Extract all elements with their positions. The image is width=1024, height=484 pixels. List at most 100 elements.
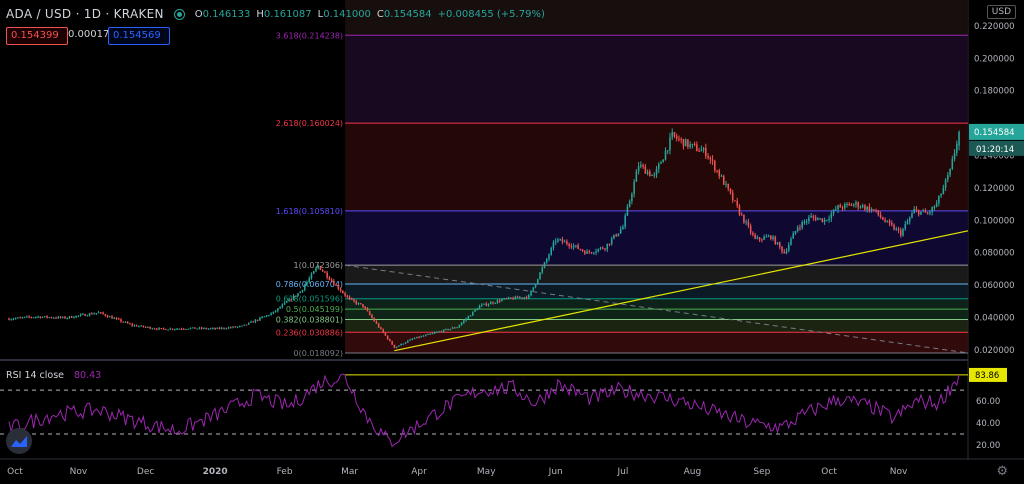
candle	[409, 339, 411, 341]
candle	[37, 316, 39, 318]
candle	[234, 326, 237, 328]
candle	[843, 203, 846, 209]
candle	[610, 238, 613, 245]
candle	[832, 209, 835, 214]
candle	[496, 300, 499, 303]
candle	[837, 205, 839, 210]
candle	[391, 341, 393, 345]
candle	[877, 210, 880, 215]
candle	[268, 315, 270, 317]
candle	[821, 218, 824, 223]
tradingview-logo-icon[interactable]	[6, 428, 32, 454]
candle	[169, 328, 172, 330]
candle	[633, 181, 635, 194]
candle	[200, 327, 203, 329]
candle	[463, 320, 465, 323]
candle	[922, 210, 924, 212]
buy-price-button[interactable]: 0.154569	[108, 27, 170, 45]
candle	[171, 328, 174, 330]
candle	[684, 139, 687, 147]
sell-price-button[interactable]: 0.154399	[6, 27, 68, 45]
candle	[10, 319, 12, 321]
candle	[252, 321, 254, 323]
candle	[846, 203, 848, 205]
candle	[131, 323, 133, 326]
candle	[135, 325, 138, 327]
candle	[749, 225, 752, 233]
candle	[579, 248, 582, 250]
currency-button[interactable]: USD	[986, 5, 1016, 19]
price-tick-label: 0.040000	[974, 314, 1015, 324]
symbol-title[interactable]: ADA / USD · 1D · KRAKEN	[6, 7, 164, 21]
candle	[774, 236, 777, 245]
candle	[637, 166, 640, 172]
price-tick-label: 0.100000	[974, 216, 1015, 226]
rsi-tick-label: 20.00	[976, 441, 1000, 451]
candle	[50, 317, 53, 319]
candle	[312, 271, 315, 274]
candle	[306, 281, 308, 286]
candle	[451, 327, 454, 329]
candle	[209, 328, 212, 330]
candle	[357, 303, 360, 305]
candle	[729, 188, 732, 193]
candle	[516, 296, 519, 298]
candle	[398, 345, 400, 347]
candle	[368, 311, 371, 315]
candle	[485, 303, 488, 306]
live-dot-icon	[173, 8, 185, 20]
rsi-pane	[0, 373, 968, 448]
candle	[261, 316, 263, 318]
candle	[653, 174, 656, 176]
gear-icon[interactable]: ⚙	[996, 464, 1008, 479]
candle	[727, 183, 730, 189]
candle	[212, 328, 214, 330]
candle	[333, 280, 335, 285]
candle	[561, 239, 564, 243]
candle	[227, 327, 230, 329]
fib-label-1.618: 1.618(0.105810)	[276, 207, 343, 216]
candle	[601, 247, 604, 249]
candle	[781, 246, 783, 252]
candle	[581, 249, 584, 252]
candle	[678, 138, 680, 140]
candle	[178, 328, 181, 330]
candle	[597, 248, 600, 252]
candle	[371, 314, 373, 318]
candle	[120, 319, 122, 322]
candle	[115, 318, 118, 320]
candle	[339, 288, 342, 291]
candle	[393, 344, 396, 348]
candle	[259, 317, 261, 321]
candle	[351, 298, 353, 300]
candle	[514, 296, 517, 300]
candle	[492, 302, 494, 304]
candle	[77, 315, 80, 317]
candle	[590, 252, 593, 254]
candle	[776, 242, 779, 245]
candle	[767, 235, 770, 237]
candle	[929, 212, 931, 214]
candle	[66, 317, 69, 319]
candle	[568, 244, 570, 247]
candle	[97, 312, 100, 314]
candle	[160, 328, 163, 330]
candle	[899, 230, 902, 236]
candle	[424, 334, 427, 336]
price-tick-label: 0.020000	[974, 346, 1015, 356]
candle	[660, 162, 662, 164]
candle	[91, 313, 93, 315]
candle	[953, 152, 956, 159]
candle	[575, 245, 577, 247]
candle	[431, 333, 434, 335]
candle	[472, 311, 474, 316]
candle	[926, 212, 929, 214]
candle	[223, 327, 225, 329]
candle	[866, 206, 868, 210]
candle	[310, 273, 313, 279]
candle	[494, 302, 496, 304]
candle	[86, 315, 89, 317]
candle	[893, 224, 895, 230]
candle	[263, 316, 266, 318]
